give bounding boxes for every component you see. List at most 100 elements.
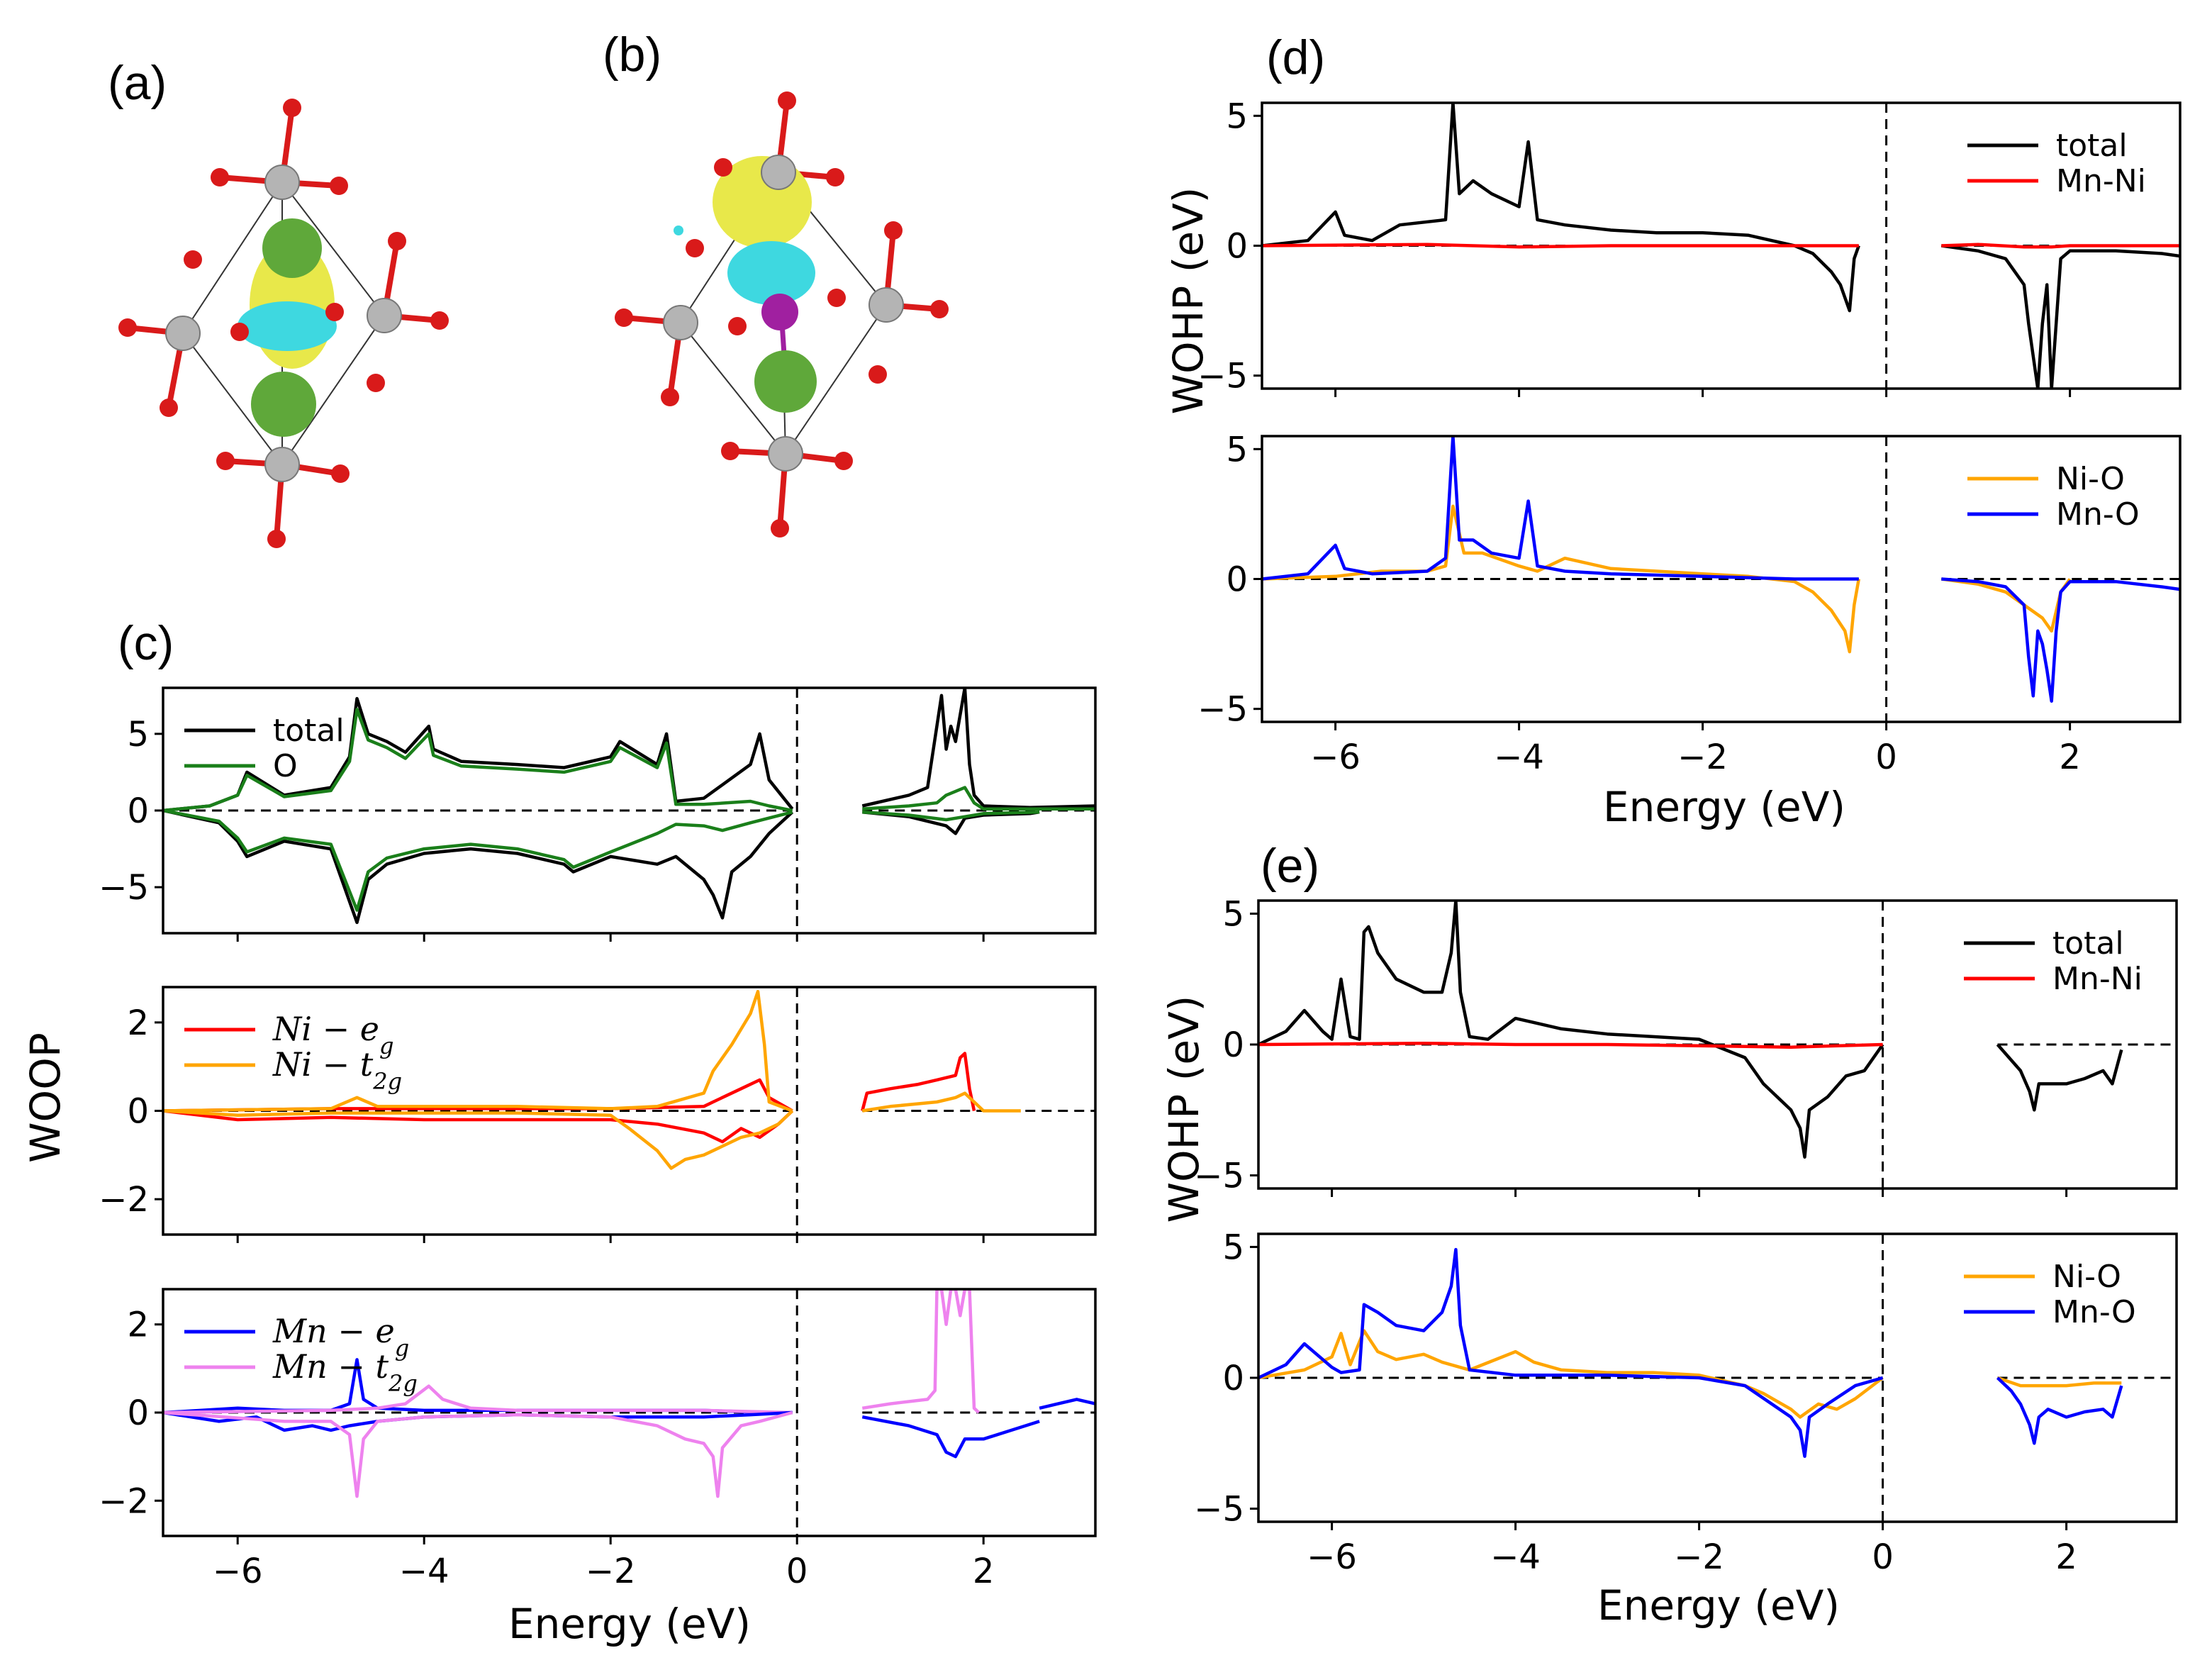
y-tick-label: 5: [1226, 430, 1248, 469]
legend-label-sub: 2g: [372, 1068, 402, 1095]
y-tick-label: 0: [127, 1393, 149, 1433]
legend-label: Mn-Ni: [2056, 163, 2146, 199]
x-tick-label: 2: [973, 1552, 995, 1591]
series-group: [1262, 436, 2180, 703]
series-line: [1258, 901, 1884, 1159]
series-line: [861, 1289, 981, 1414]
x-tick-label: −2: [586, 1552, 636, 1591]
legend-label-sub: 2g: [388, 1370, 418, 1397]
structure-b: [615, 91, 949, 538]
series-group: [163, 989, 1021, 1170]
series-line: [1262, 243, 1859, 249]
x-tick-label: −2: [1674, 1537, 1724, 1577]
series-line: [862, 810, 1040, 822]
legend: Ni-OMn-O: [1967, 461, 2140, 533]
series-line: [163, 989, 793, 1113]
series-line: [1039, 1398, 1095, 1410]
series-line: [1258, 1041, 1883, 1049]
series-line: [1262, 103, 1860, 313]
series-line: [861, 1091, 1021, 1113]
legend-label: total: [2052, 925, 2124, 962]
y-tick-label: −2: [99, 1481, 149, 1521]
panel-label-b: (b): [603, 28, 661, 82]
legend-label: O: [273, 748, 298, 784]
series-line: [1941, 577, 2180, 703]
y-tick-label: −5: [1194, 1490, 1244, 1530]
panel-label-c: (c): [118, 616, 174, 670]
series-line: [1996, 1376, 2123, 1445]
series-line: [1996, 1376, 2122, 1388]
structure-a: [118, 99, 449, 548]
isosurface-cyan-b-small: [674, 225, 683, 235]
ni-atom: [251, 372, 316, 437]
x-tick-label: 2: [2059, 737, 2081, 777]
legend: Ni-OMn-O: [1964, 1259, 2136, 1330]
y-tick-label: 5: [1222, 1227, 1244, 1267]
series-line: [1941, 243, 2180, 249]
y-tick-label: −5: [1194, 1157, 1244, 1196]
y-tick-label: 0: [1226, 227, 1248, 267]
xlabel-c: Energy (eV): [508, 1600, 751, 1648]
y-tick-label: 5: [127, 715, 149, 754]
structure-b-oxygen-atoms: [615, 91, 949, 538]
series-line: [163, 1109, 794, 1170]
y-tick-label: 0: [1222, 1359, 1244, 1398]
series-line: [163, 808, 794, 925]
legend-label: Mn-O: [2052, 1294, 2136, 1330]
structure-a-oxygen-atoms: [118, 99, 449, 548]
y-tick-label: 2: [127, 1003, 149, 1043]
series-line: [861, 688, 1095, 809]
xlabel-e: Energy (eV): [1597, 1581, 1840, 1630]
series-line: [861, 1415, 1040, 1459]
legend-label-sub: g: [395, 1335, 409, 1361]
isosurface-cyan-b: [727, 241, 815, 305]
ylabel-woop: WOOP: [21, 1032, 69, 1163]
y-tick-label: 5: [1222, 894, 1244, 934]
chart-d2: 5 0 −5 −6 −4 −2 0 2 Ni-OMn-O: [1197, 430, 2182, 777]
series-group: [163, 688, 1095, 925]
panel-label-a: (a): [108, 56, 167, 110]
x-tick-label: 0: [1872, 1537, 1894, 1577]
series-line: [1258, 1247, 1884, 1458]
series-group: [1258, 901, 2123, 1159]
ylabel-wohp-d: WOHP (eV): [1164, 187, 1212, 415]
legend-label-sub: g: [379, 1032, 393, 1059]
series-line: [163, 808, 793, 912]
y-tick-label: 0: [1226, 560, 1248, 600]
y-tick-label: 0: [127, 1092, 149, 1132]
series-line: [163, 1109, 794, 1144]
structure-a-metal-atoms: [165, 165, 402, 482]
xlabel-d: Energy (eV): [1603, 783, 1845, 831]
isosurface-cyan-a: [238, 301, 337, 351]
y-tick-label: 0: [1222, 1025, 1244, 1065]
legend-label: Ni-O: [2056, 461, 2125, 497]
series-line: [862, 786, 1095, 811]
x-tick-label: −2: [1677, 737, 1728, 777]
y-tick-label: 5: [1226, 96, 1248, 136]
series-line: [1262, 436, 1859, 581]
series-group: [1262, 103, 2180, 389]
panel-label-e: (e): [1261, 839, 1319, 893]
x-tick-label: −6: [213, 1552, 263, 1591]
series-group: [1258, 1247, 2123, 1458]
legend-label: Ni-O: [2052, 1259, 2121, 1295]
series-line: [163, 696, 794, 813]
series-line: [163, 1410, 793, 1498]
series-line: [163, 708, 793, 813]
x-tick-label: −4: [1490, 1537, 1541, 1577]
legend-label: total: [273, 713, 345, 749]
legend-label: Mn-O: [2056, 496, 2140, 533]
ylabel-wohp-e: WOHP (eV): [1160, 996, 1208, 1223]
series-line: [1262, 504, 1861, 654]
mn-atom: [761, 294, 798, 330]
x-tick-label: 2: [2055, 1537, 2077, 1577]
series-line: [1940, 244, 2180, 389]
